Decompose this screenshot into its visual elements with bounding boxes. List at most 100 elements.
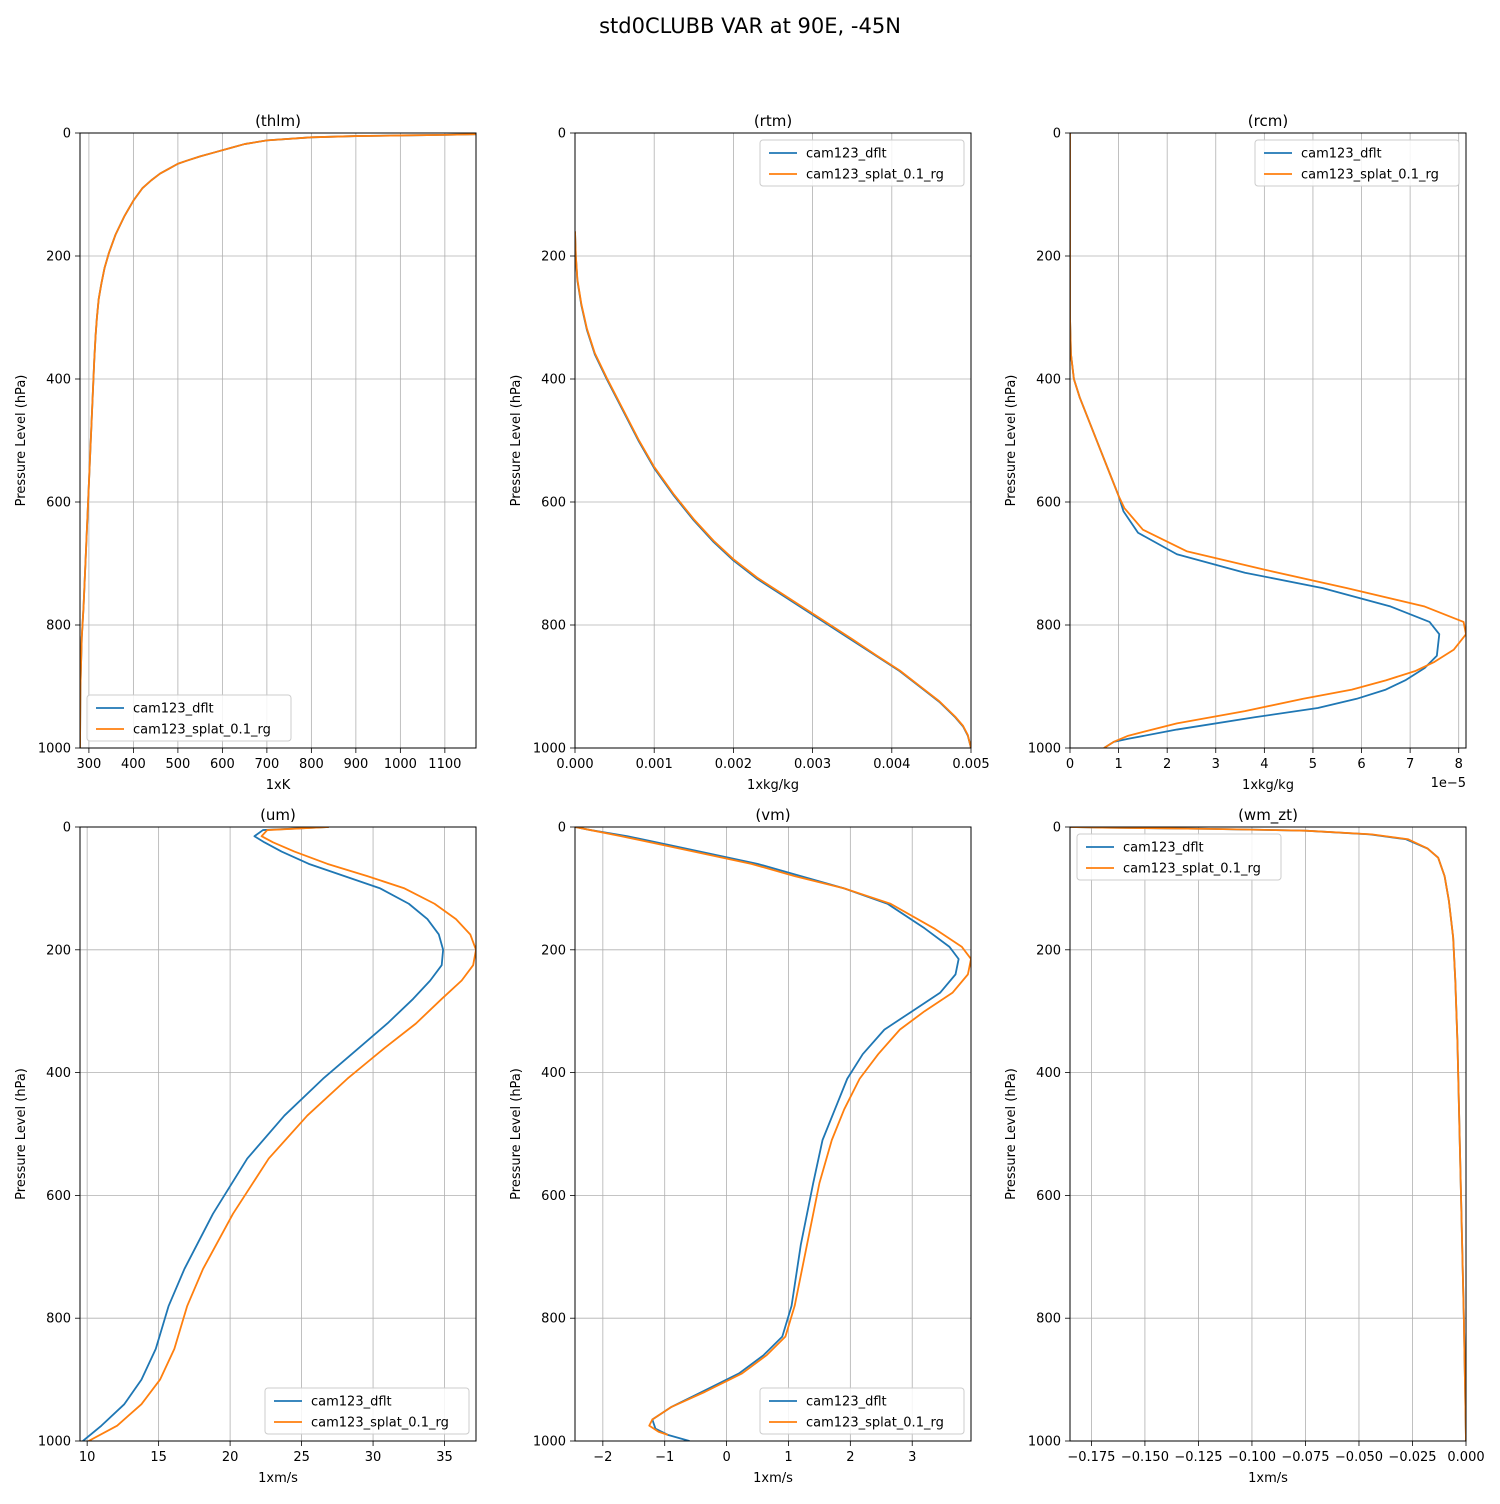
chart-panel-1: 300 400 500 600 700 800 900 1000 1100 0 200 400 600 8… xyxy=(14,112,477,793)
subplot-title: (um) xyxy=(260,806,296,824)
legend-label: cam123_splat_0.1_rg xyxy=(1301,168,1439,183)
x-tick-label: 15 xyxy=(150,1450,167,1465)
y-tick-label: 400 xyxy=(46,373,71,388)
x-tick-label: 0.004 xyxy=(873,757,910,772)
plot-area xyxy=(575,133,971,748)
y-tick-label: 200 xyxy=(1036,943,1061,958)
chart-panel-2: 0.000 0.001 0.002 0.003 0.004 0.005 0 200 400 600… xyxy=(509,112,990,793)
y-tick-label: 800 xyxy=(541,1312,566,1327)
x-tick-label: 2 xyxy=(846,1450,854,1465)
y-tick-label: 200 xyxy=(541,250,566,265)
x-tick-label: 0 xyxy=(722,1450,730,1465)
chart-panel-5: −2 −1 0 1 2 3 0 200 400 600 800 1000 (vm) 1xm/s Pressu… xyxy=(509,806,972,1486)
y-tick-label: 600 xyxy=(541,1189,566,1204)
x-tick-label: −0.075 xyxy=(1281,1450,1329,1465)
legend-label: cam123_dflt xyxy=(311,1395,392,1410)
legend-box xyxy=(1076,833,1282,881)
x-axis-label: 1xkg/kg xyxy=(747,778,799,793)
x-axis-label: 1xkg/kg xyxy=(1242,778,1294,793)
y-tick-label: 600 xyxy=(46,496,71,511)
x-tick-label: 20 xyxy=(222,1450,239,1465)
x-tick-label: 0.003 xyxy=(794,757,831,772)
y-tick-label: 0 xyxy=(1053,127,1061,142)
x-tick-label: −2 xyxy=(593,1450,612,1465)
y-tick-label: 1000 xyxy=(533,1435,566,1450)
x-axis-label: 1xm/s xyxy=(753,1471,793,1486)
x-axis-label: 1xm/s xyxy=(258,1471,298,1486)
x-tick-label: 0 xyxy=(1066,757,1074,772)
x-tick-label: −0.100 xyxy=(1228,1450,1276,1465)
series-line-cam123_splat_0.1_rg xyxy=(80,133,476,748)
legend-box xyxy=(86,694,292,742)
y-axis-label: Pressure Level (hPa) xyxy=(509,1068,524,1200)
x-axis-label: 1xm/s xyxy=(1248,1471,1288,1486)
legend-box xyxy=(264,1387,470,1435)
legend-label: cam123_dflt xyxy=(806,1395,887,1410)
y-tick-label: 0 xyxy=(558,127,566,142)
x-tick-label: 600 xyxy=(210,757,235,772)
x-tick-label: 1000 xyxy=(384,757,417,772)
x-tick-label: 10 xyxy=(79,1450,96,1465)
legend-label: cam123_splat_0.1_rg xyxy=(311,1416,449,1431)
y-tick-label: 600 xyxy=(1036,496,1061,511)
chart-panel-3: 0 1 2 3 4 5 6 7 8 0 200 400 600 800 1000 (rcm) 1xkg/kg Pr… xyxy=(1004,112,1467,793)
plot-area xyxy=(1070,133,1466,748)
x-axis-label: 1xK xyxy=(266,778,291,793)
y-tick-label: 1000 xyxy=(1028,742,1061,757)
y-tick-label: 600 xyxy=(1036,1189,1061,1204)
subplot-title: (rtm) xyxy=(754,112,792,130)
y-tick-label: 0 xyxy=(1053,821,1061,836)
y-tick-label: 400 xyxy=(1036,1066,1061,1081)
y-tick-label: 800 xyxy=(541,619,566,634)
y-tick-label: 600 xyxy=(46,1189,71,1204)
legend: cam123_dflt cam123_splat_0.1_rg xyxy=(1076,833,1282,881)
y-tick-label: 800 xyxy=(1036,619,1061,634)
legend-box xyxy=(759,1387,965,1435)
legend-box xyxy=(1254,139,1460,187)
y-tick-label: 1000 xyxy=(38,1435,71,1450)
x-tick-label: 35 xyxy=(436,1450,453,1465)
x-tick-label: 400 xyxy=(121,757,146,772)
x-tick-label: 800 xyxy=(299,757,324,772)
legend-label: cam123_splat_0.1_rg xyxy=(806,168,944,183)
plot-frame xyxy=(1069,826,1467,1442)
x-tick-label: 3 xyxy=(908,1450,916,1465)
legend: cam123_dflt cam123_splat_0.1_rg xyxy=(759,139,965,187)
x-tick-label: 5 xyxy=(1309,757,1317,772)
series-line-cam123_splat_0.1_rg xyxy=(575,231,971,748)
plot-frame xyxy=(574,826,972,1442)
x-tick-label: 0.000 xyxy=(556,757,593,772)
plot-frame xyxy=(574,132,972,749)
legend: cam123_dflt cam123_splat_0.1_rg xyxy=(759,1387,965,1435)
y-tick-label: 800 xyxy=(46,619,71,634)
y-tick-label: 400 xyxy=(541,373,566,388)
x-tick-label: 0.005 xyxy=(952,757,989,772)
y-tick-label: 1000 xyxy=(1028,1435,1061,1450)
x-tick-label: 900 xyxy=(343,757,368,772)
series-line-cam123_splat_0.1_rg xyxy=(88,827,476,1441)
legend-label: cam123_splat_0.1_rg xyxy=(806,1416,944,1431)
subplot-title: (thlm) xyxy=(255,112,301,130)
y-axis-label: Pressure Level (hPa) xyxy=(14,375,29,507)
series-line-cam123_dflt xyxy=(575,827,960,1441)
y-tick-label: 0 xyxy=(558,821,566,836)
plot-area xyxy=(80,133,476,748)
legend-label: cam123_dflt xyxy=(1123,841,1204,856)
x-tick-label: 1100 xyxy=(428,757,461,772)
x-tick-label: 0.001 xyxy=(636,757,673,772)
x-tick-label: 1 xyxy=(1114,757,1122,772)
plot-frame xyxy=(79,826,477,1442)
x-tick-label: 0.002 xyxy=(715,757,752,772)
y-tick-label: 400 xyxy=(541,1066,566,1081)
y-axis-label: Pressure Level (hPa) xyxy=(509,375,524,507)
legend-label: cam123_dflt xyxy=(806,147,887,162)
y-tick-label: 200 xyxy=(1036,250,1061,265)
x-offset-label: 1e−5 xyxy=(1431,776,1466,791)
subplot-title: (wm_zt) xyxy=(1238,806,1298,825)
y-tick-label: 200 xyxy=(541,943,566,958)
x-tick-label: 700 xyxy=(254,757,279,772)
x-tick-label: 0.000 xyxy=(1447,1450,1484,1465)
x-tick-label: 25 xyxy=(293,1450,310,1465)
